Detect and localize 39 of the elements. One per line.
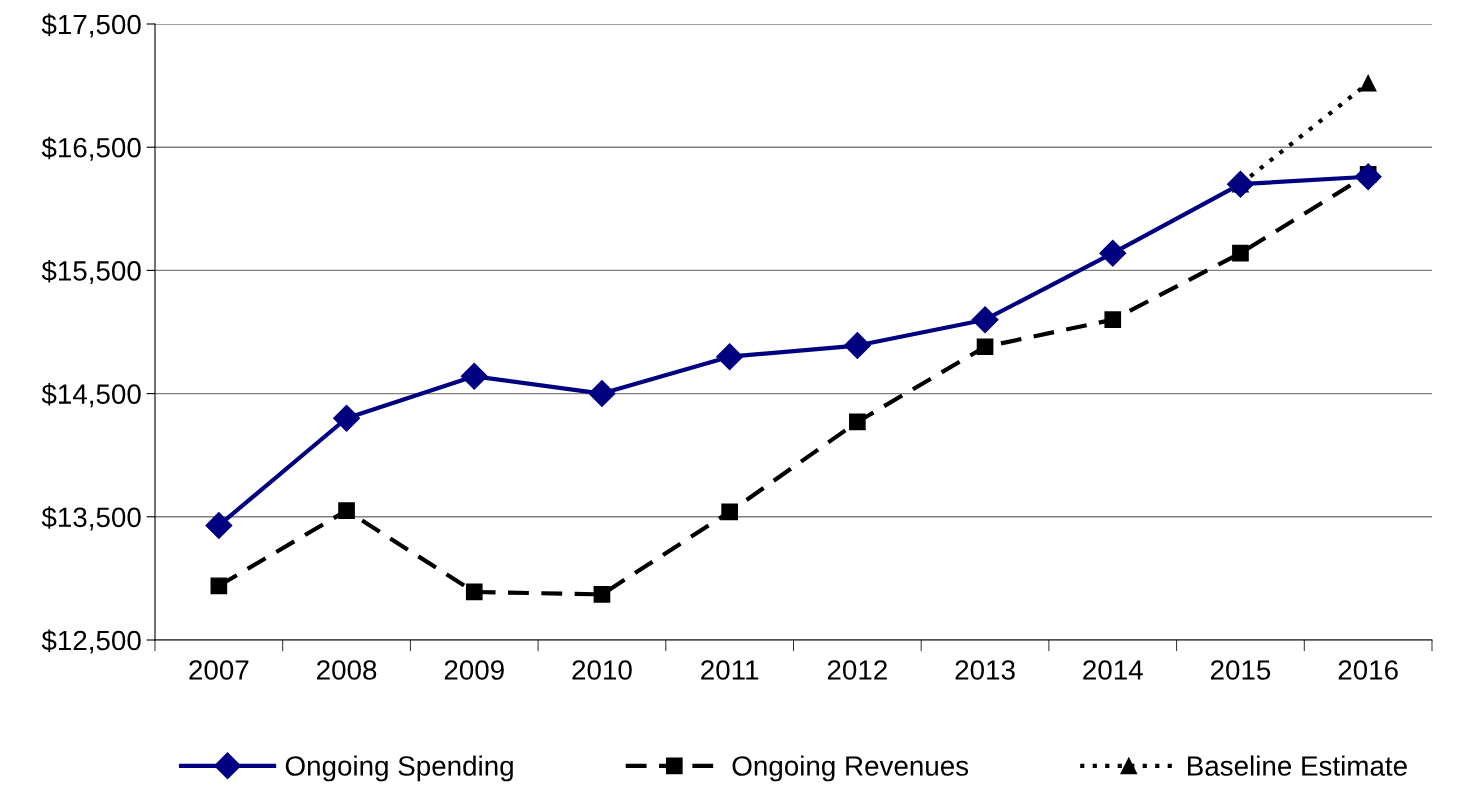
point bbox=[333, 404, 361, 432]
legend-label: Ongoing Revenues bbox=[732, 755, 969, 782]
x-tick-label: 2008 bbox=[317, 660, 377, 680]
point bbox=[210, 577, 228, 595]
point bbox=[465, 583, 483, 601]
y-tick-label: $13,500 bbox=[41, 506, 141, 531]
x-tick-label: 2007 bbox=[189, 660, 249, 680]
point bbox=[460, 362, 488, 390]
point bbox=[843, 332, 871, 360]
point bbox=[976, 338, 994, 356]
x-tick-label: 2015 bbox=[1210, 660, 1271, 680]
point bbox=[1104, 311, 1122, 329]
point bbox=[849, 413, 866, 431]
y-tick-label: $14,500 bbox=[41, 383, 141, 408]
point bbox=[338, 502, 355, 519]
x-tick-label: 2011 bbox=[701, 660, 759, 680]
y-tick-label: $12,500 bbox=[41, 629, 141, 654]
point bbox=[205, 511, 233, 539]
x-tick-label: 2013 bbox=[955, 660, 1015, 680]
y-tick-label: $17,500 bbox=[41, 13, 141, 38]
point bbox=[971, 306, 999, 334]
point bbox=[1359, 74, 1377, 92]
x-tick-label: 2012 bbox=[827, 660, 887, 680]
point bbox=[1354, 163, 1382, 191]
point bbox=[1099, 239, 1127, 267]
x-tick-label: 2010 bbox=[572, 660, 632, 680]
point bbox=[588, 380, 616, 408]
y-tick-label: $15,500 bbox=[41, 259, 141, 285]
x-tick-label: 2009 bbox=[444, 660, 504, 680]
y-tick-label: $16,500 bbox=[41, 136, 141, 161]
legend-label: Ongoing Spending bbox=[285, 755, 513, 782]
x-tick-label: 2016 bbox=[1338, 660, 1398, 680]
legend-label: Baseline Estimate bbox=[1188, 755, 1407, 776]
point bbox=[1232, 244, 1249, 262]
point bbox=[721, 503, 738, 521]
point bbox=[1226, 170, 1254, 198]
point bbox=[593, 586, 611, 603]
x-tick-label: 2014 bbox=[1083, 660, 1143, 680]
point bbox=[716, 343, 744, 371]
